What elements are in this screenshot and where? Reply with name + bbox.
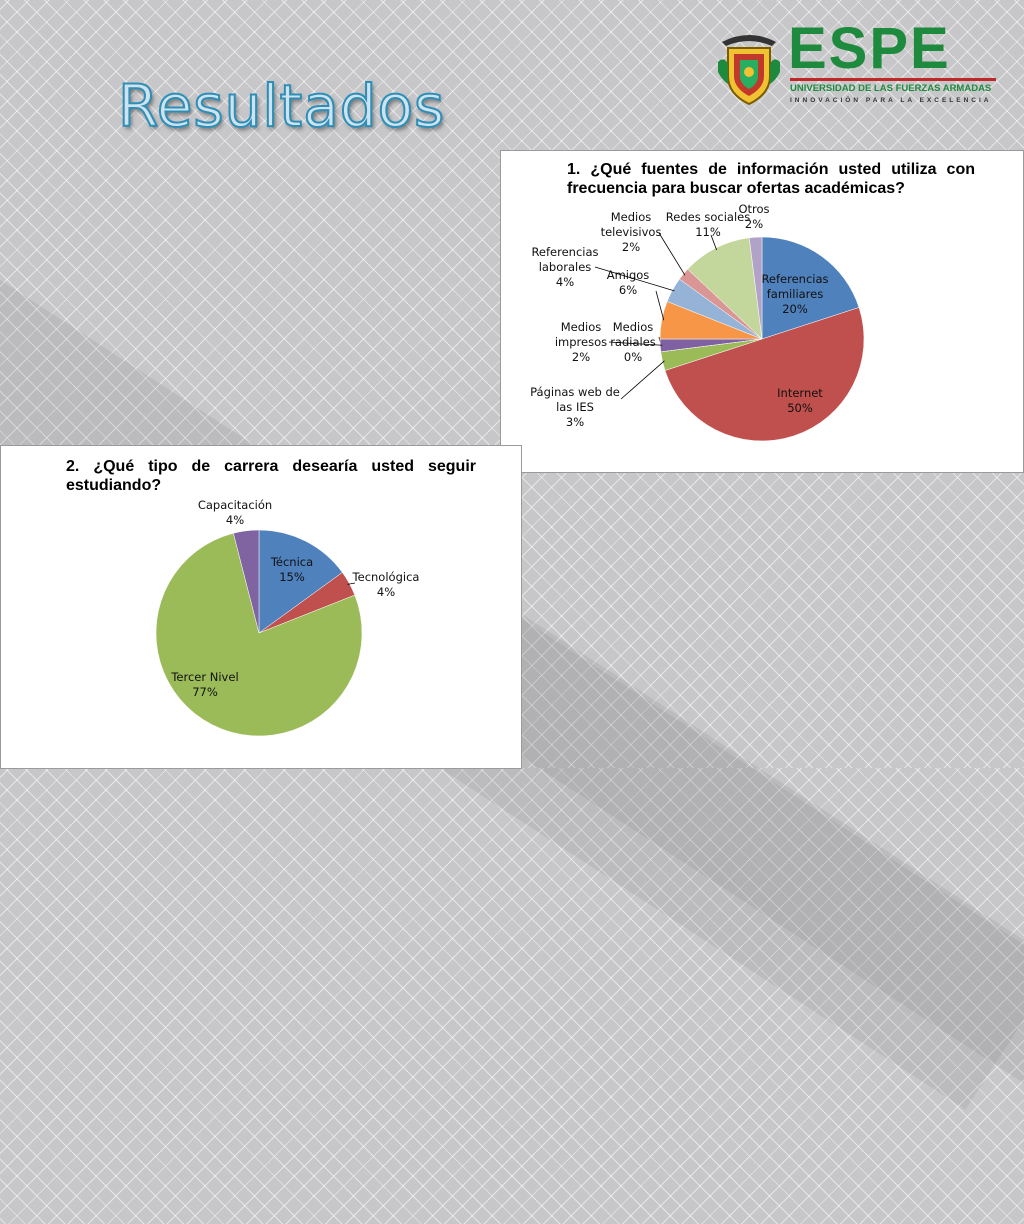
slice-name-referencias-laborales: Referencias bbox=[531, 245, 598, 259]
chart-title: 1. ¿Qué fuentes de información usted uti… bbox=[567, 161, 975, 197]
slice-name-medios-impresos: Medios bbox=[561, 320, 602, 334]
slice-name-tecnologica: Tecnológica bbox=[352, 570, 420, 584]
logo-divider bbox=[790, 78, 996, 81]
data-label-medios-radiales: 0% bbox=[624, 350, 642, 364]
slice-name-medios-radiales: Medios bbox=[613, 320, 654, 334]
slice-name-redes-sociales: Redes sociales bbox=[666, 210, 750, 224]
slice-name-medios-televisivos: Medios bbox=[611, 210, 652, 224]
slice-name-referencias-laborales: laborales bbox=[539, 260, 592, 274]
slide-title: Resultados bbox=[117, 71, 446, 141]
slice-name-medios-televisivos: televisivos bbox=[601, 225, 662, 239]
pie-slice-capacitacion bbox=[233, 529, 260, 634]
data-label-tecnologica: 4% bbox=[377, 585, 395, 599]
data-label-otros: 2% bbox=[745, 217, 763, 231]
data-label-redes-sociales: 11% bbox=[695, 225, 721, 239]
slice-name-tecnica: Técnica bbox=[270, 555, 313, 569]
logo-wordmark: ESPE bbox=[788, 16, 951, 81]
pie-chart-sources: Referenciasfamiliares20%Internet50%Págin… bbox=[530, 202, 865, 442]
logo-motto: INNOVACIÓN PARA LA EXCELENCIA bbox=[790, 97, 992, 104]
espe-logo: ESPE UNIVERSIDAD DE LAS FUERZAS ARMADAS … bbox=[710, 16, 1010, 112]
pie-slice-otros bbox=[748, 236, 763, 340]
slice-name-referencias-familiares: Referencias bbox=[761, 272, 828, 286]
slice-name-tercer-nivel: Tercer Nivel bbox=[170, 670, 238, 684]
leader-line-tecnologica bbox=[347, 582, 356, 585]
leader-line-amigos bbox=[655, 290, 665, 321]
data-label-capacitacion: 4% bbox=[226, 513, 244, 527]
logo-subtitle: UNIVERSIDAD DE LAS FUERZAS ARMADAS bbox=[790, 83, 992, 94]
data-label-paginas-web-de-las-ies: 3% bbox=[566, 415, 584, 429]
data-label-internet: 50% bbox=[787, 401, 813, 415]
data-label-medios-televisivos: 2% bbox=[622, 240, 640, 254]
slice-name-medios-radiales: radiales bbox=[610, 335, 656, 349]
chart-title: 2. ¿Qué tipo de carrera desearía usted s… bbox=[66, 458, 476, 494]
data-label-tecnica: 15% bbox=[279, 570, 305, 584]
leader-line-medios-televisivos bbox=[658, 232, 686, 276]
leader-line-medios-impresos bbox=[608, 341, 663, 346]
leader-line-redes-sociales bbox=[710, 234, 717, 251]
slice-name-amigos: Amigos bbox=[607, 268, 650, 282]
slice-name-capacitacion: Capacitación bbox=[198, 498, 272, 512]
slice-name-paginas-web-de-las-ies: las IES bbox=[556, 400, 594, 414]
pie-slice-referencias-familiares bbox=[761, 236, 860, 340]
leader-line-paginas-web-de-las-ies bbox=[620, 360, 665, 400]
slice-name-paginas-web-de-las-ies: Páginas web de bbox=[530, 385, 620, 399]
pie-slice-internet bbox=[664, 307, 865, 442]
slice-name-medios-impresos: impresos bbox=[555, 335, 607, 349]
slice-name-internet: Internet bbox=[777, 386, 823, 400]
data-label-referencias-familiares: 20% bbox=[782, 302, 808, 316]
slice-name-otros: Otros bbox=[738, 202, 769, 216]
data-label-referencias-laborales: 4% bbox=[556, 275, 574, 289]
pie-slice-tecnica bbox=[258, 529, 343, 634]
chart-career-type: 2. ¿Qué tipo de carrera desearía usted s… bbox=[0, 445, 522, 769]
chart-information-sources: 1. ¿Qué fuentes de información usted uti… bbox=[500, 150, 1024, 473]
university-shield-icon bbox=[718, 35, 780, 106]
data-label-medios-impresos: 2% bbox=[572, 350, 590, 364]
slice-name-referencias-familiares: familiares bbox=[767, 287, 823, 301]
data-label-tercer-nivel: 77% bbox=[192, 685, 218, 699]
leader-line-referencias-laborales bbox=[594, 266, 675, 292]
data-label-amigos: 6% bbox=[619, 283, 637, 297]
pie-slice-tercer-nivel bbox=[155, 532, 363, 737]
